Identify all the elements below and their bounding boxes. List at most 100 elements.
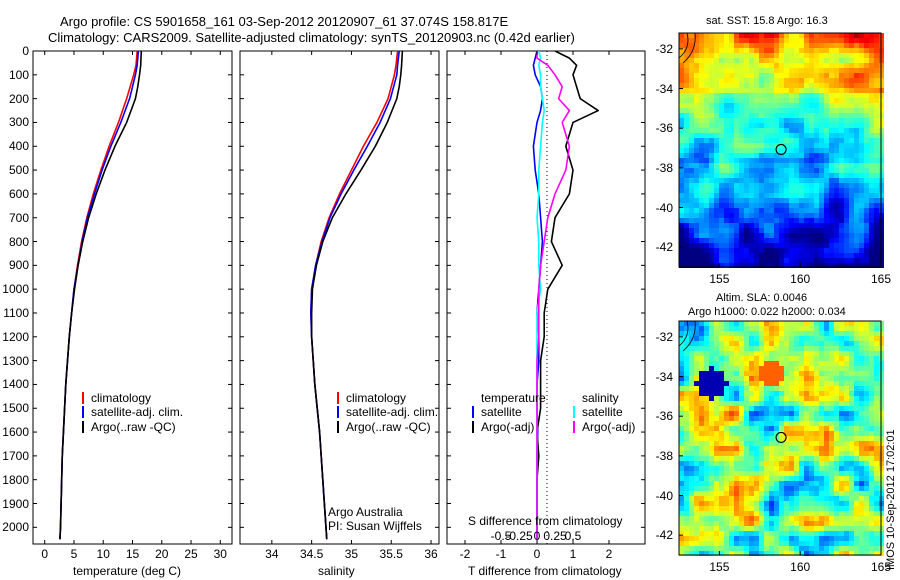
coastline: [678, 32, 696, 64]
map-cell: [774, 213, 779, 218]
map-cell: [749, 436, 754, 441]
map-cell: [814, 476, 819, 481]
map-cell: [779, 153, 784, 158]
map-cell: [779, 38, 784, 43]
map-cell: [869, 406, 874, 411]
map-cell: [759, 128, 764, 133]
map-cell: [859, 391, 864, 396]
map-cell: [874, 446, 879, 451]
map-cell: [694, 223, 699, 228]
map-cell: [834, 63, 839, 68]
map-cell: [854, 63, 859, 68]
map-cell: [769, 451, 774, 456]
map-cell: [859, 213, 864, 218]
map-cell: [784, 496, 789, 501]
map-cell: [769, 123, 774, 128]
map-cell: [759, 238, 764, 243]
map-cell: [854, 218, 859, 223]
map-cell: [744, 83, 749, 88]
map-cell: [699, 436, 704, 441]
map-cell: [864, 83, 869, 88]
map-cell: [709, 248, 714, 253]
map-cell: [679, 441, 684, 446]
map-cell: [774, 431, 779, 436]
map-cell: [784, 516, 789, 521]
map-cell: [769, 178, 774, 183]
map-cell: [839, 401, 844, 406]
map-cell: [704, 33, 709, 38]
map-cell: [809, 38, 814, 43]
map-cell: [684, 198, 689, 203]
map-cell: [764, 53, 769, 58]
map-cell: [859, 516, 864, 521]
map-cell: [684, 258, 689, 263]
map-cell: [869, 381, 874, 386]
map-cell: [874, 173, 879, 178]
map-cell: [779, 361, 784, 366]
map-cell: [814, 83, 819, 88]
map-cell: [764, 243, 769, 248]
map-cell: [849, 471, 854, 476]
map-cell: [829, 391, 834, 396]
map-cell: [859, 456, 864, 461]
map-cell: [864, 546, 869, 551]
map-cell: [844, 243, 849, 248]
map-cell: [824, 193, 829, 198]
map-cell: [839, 83, 844, 88]
map-cell: [719, 551, 724, 556]
map-cell: [719, 496, 724, 501]
map-cell: [709, 63, 714, 68]
x-tick-label: 20: [155, 547, 169, 561]
map-cell: [829, 501, 834, 506]
map-cell: [794, 386, 799, 391]
map-cell: [784, 321, 789, 326]
map-cell: [744, 531, 749, 536]
map-cell: [734, 238, 739, 243]
map-cell: [734, 531, 739, 536]
map-cell: [684, 391, 689, 396]
map-cell: [844, 356, 849, 361]
map-cell: [699, 258, 704, 263]
map-cell: [694, 326, 699, 331]
map-cell: [874, 361, 879, 366]
map-cell: [764, 351, 769, 356]
map-cell: [824, 238, 829, 243]
map-cell: [854, 501, 859, 506]
map-cell: [789, 133, 794, 138]
map-cell: [709, 476, 714, 481]
map-cell: [824, 103, 829, 108]
map-cell: [784, 48, 789, 53]
map-cell: [859, 58, 864, 63]
map-cell: [824, 178, 829, 183]
map-cell: [784, 536, 789, 541]
map-cell: [864, 411, 869, 416]
map-cell: [734, 243, 739, 248]
map-cell: [814, 198, 819, 203]
map-cell: [744, 511, 749, 516]
map-cell: [704, 431, 709, 436]
map-cell: [684, 48, 689, 53]
map-cell: [689, 496, 694, 501]
map-cell: [759, 118, 764, 123]
map-cell: [829, 243, 834, 248]
map-cell: [794, 248, 799, 253]
map-cell: [864, 431, 869, 436]
map-cell: [744, 376, 749, 381]
map-cell: [739, 248, 744, 253]
map-cell: [739, 396, 744, 401]
map-cell: [719, 258, 724, 263]
map-cell: [789, 351, 794, 356]
map-cell: [684, 178, 689, 183]
map-cell: [869, 203, 874, 208]
map-cell: [829, 496, 834, 501]
map-cell: [699, 153, 704, 158]
map-cell: [769, 466, 774, 471]
map-cell: [729, 158, 734, 163]
map-cell: [689, 128, 694, 133]
map-cell: [804, 33, 809, 38]
map-cell: [689, 68, 694, 73]
map-cell: [874, 541, 879, 546]
map-cell: [869, 451, 874, 456]
map-cell: [789, 208, 794, 213]
map-cell: [704, 551, 709, 556]
